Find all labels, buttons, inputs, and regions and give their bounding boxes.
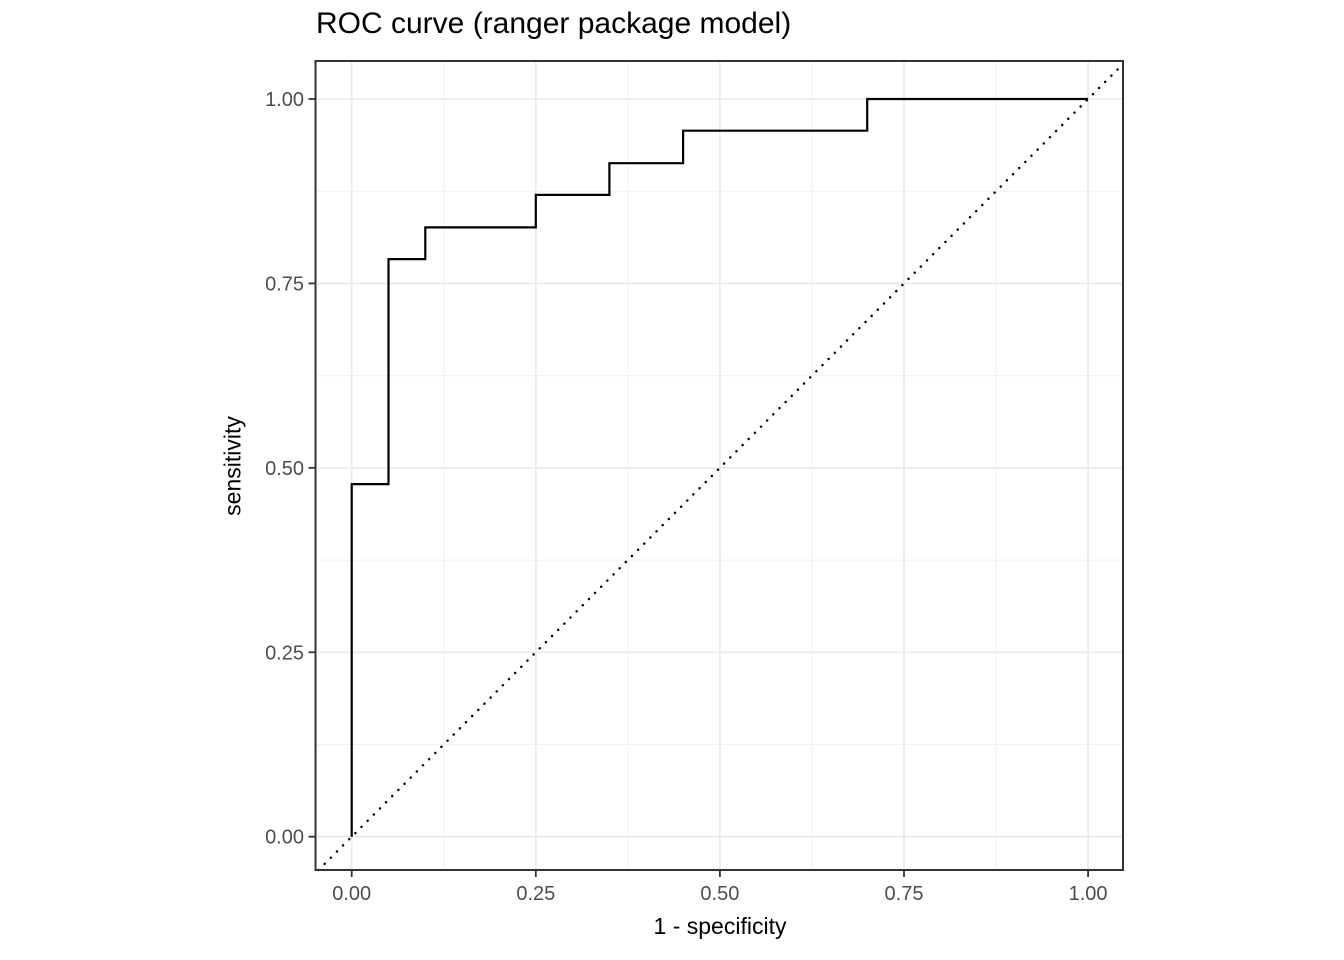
y-axis-tick-label: 0.00 <box>265 827 304 849</box>
chance-diagonal-line <box>317 62 1125 872</box>
y-axis-tick-label: 0.75 <box>265 273 304 295</box>
y-axis-tick-label: 0.25 <box>265 642 304 664</box>
x-axis-tick-label: 0.25 <box>516 883 555 905</box>
x-axis-tick-label: 0.50 <box>700 883 739 905</box>
y-axis-title: sensitivity <box>219 416 246 516</box>
y-axis-tick-label: 1.00 <box>265 89 304 111</box>
x-axis-tick-label: 0.00 <box>332 883 371 905</box>
y-axis-tick-label: 0.50 <box>265 458 304 480</box>
x-axis-title: 1 - specificity <box>653 913 787 939</box>
roc-step-curve <box>350 97 1089 837</box>
x-axis-tick-label: 0.75 <box>885 883 924 905</box>
plot-title: ROC curve (ranger package model) <box>316 7 792 40</box>
x-axis-tick-label: 1.00 <box>1069 883 1108 905</box>
